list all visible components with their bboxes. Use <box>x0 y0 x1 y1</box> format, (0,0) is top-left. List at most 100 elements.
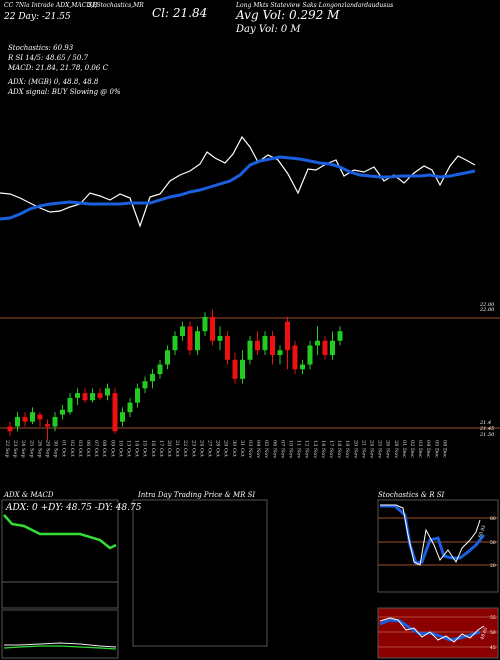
header-topleft2: SI,Stochastics,MR <box>88 2 144 9</box>
date-label: 10 Nov <box>288 440 294 458</box>
stoch-level-label: 20 <box>490 563 496 569</box>
candle-body <box>45 424 50 427</box>
date-label: 22 Oct <box>182 440 188 457</box>
candle-body <box>165 350 170 365</box>
date-label: 28 Oct <box>215 440 221 457</box>
date-label: 23 Oct <box>190 440 196 457</box>
header-close: Cl: 21.84 <box>152 6 208 20</box>
price-top-label-2: 22.00 <box>480 307 495 313</box>
date-label: 24 Sep <box>20 440 26 458</box>
date-label: 07 Oct <box>93 440 99 457</box>
candle-body <box>300 364 305 370</box>
candle-body <box>22 416 28 422</box>
stoch-panel-frame <box>377 499 499 593</box>
candle-body <box>180 326 185 336</box>
header-dayvol: Day Vol: 0 M <box>236 24 301 35</box>
ind-rsi: R SI 14/5: 48.65 / 50.7 <box>8 54 89 62</box>
candle-body <box>292 345 298 370</box>
candle-body <box>225 335 230 360</box>
rsi-level-label: 55 <box>490 615 496 621</box>
date-label: 11 Nov <box>296 440 302 458</box>
header-avg: Avg Vol: 0.292 M <box>236 8 340 22</box>
candle-body <box>30 412 35 422</box>
date-label: 16 Oct <box>150 440 156 457</box>
date-label: 05 Nov <box>263 440 269 458</box>
date-label: 22 Sep <box>4 440 10 458</box>
date-label: 24 Oct <box>198 440 204 457</box>
date-label: 06 Oct <box>85 440 91 457</box>
candle-body <box>52 416 58 427</box>
date-label: 02 Dec <box>409 440 415 458</box>
date-label: 29 Oct <box>223 440 229 457</box>
macd-line <box>4 642 117 648</box>
candle-body <box>187 326 193 351</box>
ind-macd: MACD: 21.84, 21.78, 0.06 C <box>8 64 108 72</box>
date-label: 03 Nov <box>247 440 253 458</box>
candle-body <box>255 340 260 351</box>
candle-body <box>322 340 328 356</box>
candle-body <box>262 335 268 351</box>
candle-body <box>232 359 238 379</box>
candle-body <box>277 350 283 356</box>
macd-panel-frame <box>1 609 119 659</box>
candle-body <box>240 359 245 379</box>
intraday-panel-title: Intra Day Trading Price & MR SI <box>138 491 256 499</box>
date-label: 06 Nov <box>271 440 277 458</box>
date-label: 14 Nov <box>320 440 326 458</box>
date-label: 01 Dec <box>401 440 407 458</box>
date-label: 15 Oct <box>142 440 148 457</box>
date-label: 18 Nov <box>336 440 342 458</box>
date-label: 05 Dec <box>433 440 439 458</box>
price-bottom-label-3: 21.50 <box>480 432 495 438</box>
date-label: 13 Oct <box>126 440 132 457</box>
date-label: 27 Oct <box>207 440 213 457</box>
candle-body <box>120 412 125 422</box>
adx-panel-title: ADX & MACD <box>4 491 54 499</box>
date-label: 09 Oct <box>109 440 115 457</box>
header-topleft: CC 7Nla Intrade ADX,MACD,B <box>4 2 98 9</box>
candle-body <box>97 393 103 398</box>
date-label: 12 Nov <box>304 440 310 458</box>
date-label: 10 Oct <box>117 440 123 457</box>
candle-body <box>330 340 335 356</box>
date-label: 02 Oct <box>69 440 75 457</box>
candle-body <box>37 414 43 420</box>
date-label: 03 Dec <box>417 440 423 458</box>
candle-body <box>285 321 290 351</box>
ind-adx-signal: ADX signal: BUY Slowing @ 0% <box>8 88 121 96</box>
stoch-value-label: 60.93 <box>477 524 487 538</box>
date-label: 20 Oct <box>166 440 172 457</box>
date-label: 17 Nov <box>328 440 334 458</box>
adx-line <box>3 514 117 550</box>
date-label: 25 Nov <box>377 440 383 458</box>
date-label: 13 Nov <box>312 440 318 458</box>
header-right: Long Mkts Stateview Saks Longonzlandarda… <box>236 2 394 9</box>
rsi-level-label: 50 <box>490 630 496 636</box>
rsi-value-label: 48.65 <box>479 626 489 640</box>
candle-body <box>150 374 155 382</box>
price-bottom-label-2: 21.45 <box>480 426 495 432</box>
candle-body <box>307 345 313 365</box>
stoch-level-label: 50 <box>490 540 496 546</box>
candle-body <box>142 381 148 389</box>
candle-body <box>7 426 13 432</box>
candle-body <box>135 388 140 403</box>
date-label: 30 Sep <box>53 440 59 458</box>
date-label: 24 Nov <box>369 440 375 458</box>
date-label: 29 Sep <box>45 440 51 458</box>
date-label: 04 Dec <box>425 440 431 458</box>
stoch-d-line <box>380 504 486 565</box>
date-label: 20 Nov <box>352 440 358 458</box>
date-label: 04 Nov <box>255 440 261 458</box>
candle-body <box>75 393 80 398</box>
header-day: 22 Day: -21.55 <box>4 12 71 22</box>
candle-body <box>195 331 200 351</box>
candle-body <box>90 393 95 401</box>
candle-body <box>315 340 320 346</box>
macd-signal-line <box>3 645 117 650</box>
stoch-k-line <box>380 504 481 566</box>
stoch-level-label: 80 <box>490 516 496 522</box>
ind-stoch: Stochastics: 60.93 <box>8 44 74 52</box>
date-label: 21 Oct <box>174 440 180 457</box>
